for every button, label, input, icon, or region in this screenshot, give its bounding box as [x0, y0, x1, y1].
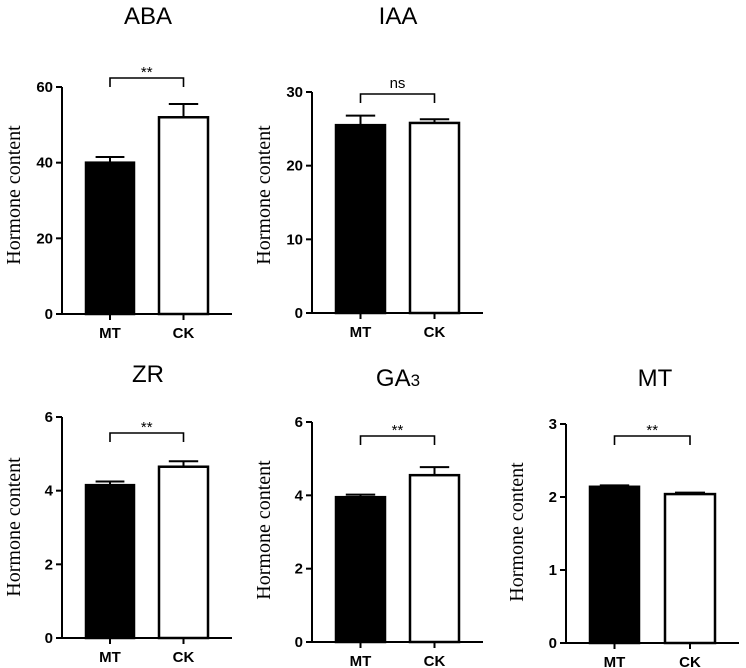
- y-tick-label: 20: [36, 230, 53, 247]
- error-bar: [419, 466, 450, 476]
- error-bar: [168, 103, 199, 118]
- y-tick-label: 6: [295, 414, 303, 431]
- bar-mt: [84, 161, 136, 316]
- error-bar: [599, 484, 630, 487]
- panel-title: MT: [638, 365, 673, 392]
- bar-ck: [663, 492, 717, 645]
- y-axis-label: Hormone content: [253, 125, 275, 265]
- panel-title: IAA: [379, 3, 418, 30]
- x-tick-label: MT: [604, 654, 626, 668]
- y-tick-label: 1: [549, 562, 557, 579]
- y-tick-label: 2: [45, 556, 53, 573]
- x-tick-label: MT: [350, 324, 372, 341]
- y-axis-label: Hormone content: [3, 125, 25, 265]
- significance-label: **: [141, 419, 153, 436]
- panel-zr: ZR Hormone content 0 2 4 6 MT CK **: [3, 361, 232, 666]
- y-tick-label: 0: [45, 630, 53, 647]
- significance-bracket: [109, 77, 185, 87]
- significance-label: **: [646, 422, 658, 439]
- x-tick-label: MT: [99, 325, 121, 342]
- y-axis-label: Hormone content: [506, 462, 528, 602]
- significance-bracket: [359, 435, 436, 445]
- error-bar: [345, 493, 376, 498]
- error-bar: [95, 480, 125, 486]
- significance-label: ns: [390, 75, 406, 92]
- error-bar: [419, 118, 450, 123]
- y-tick-label: 3: [549, 416, 557, 433]
- x-tick-label: MT: [99, 649, 121, 666]
- panel-iaa: IAA Hormone content 0 10 20 30 MT CK ns: [253, 3, 483, 341]
- bar-mt: [334, 123, 387, 315]
- significance-bracket: [613, 435, 691, 445]
- x-tick-label: CK: [173, 649, 195, 666]
- y-tick-label: 40: [36, 155, 53, 172]
- y-tick-label: 4: [45, 483, 54, 500]
- panel-title: ZR: [132, 361, 164, 388]
- error-bar: [675, 491, 705, 495]
- y-axis-label: Hormone content: [253, 460, 275, 600]
- bar-mt: [84, 483, 136, 640]
- panel-title: ABA: [124, 3, 172, 30]
- panel-mt: MT Hormone content 0 1 2 3 MT CK **: [506, 365, 739, 668]
- x-tick-label: CK: [679, 654, 701, 668]
- significance-label: **: [392, 422, 404, 439]
- significance-bracket: [359, 93, 436, 103]
- significance-label: **: [141, 64, 153, 81]
- y-tick-label: 0: [295, 305, 303, 322]
- bar-mt: [588, 485, 641, 645]
- y-tick-label: 2: [295, 561, 303, 578]
- error-bar: [168, 460, 199, 467]
- panel-aba: ABA Hormone content 0 20 40 60 MT CK **: [3, 3, 232, 342]
- bar-ck: [408, 121, 461, 315]
- significance-bracket: [109, 432, 185, 442]
- y-tick-label: 6: [45, 409, 53, 426]
- bar-ck: [157, 465, 210, 640]
- y-tick-label: 4: [295, 487, 304, 504]
- y-tick-label: 30: [286, 84, 303, 101]
- bar-mt: [334, 495, 387, 644]
- y-tick-label: 20: [286, 158, 303, 175]
- bar-ck: [408, 473, 461, 644]
- x-tick-label: CK: [173, 325, 195, 342]
- panel-ga3: GA3 Hormone content 0 2 4 6 MT CK **: [253, 365, 483, 668]
- y-tick-label: 60: [36, 79, 53, 96]
- y-tick-label: 0: [45, 306, 53, 323]
- x-tick-label: MT: [350, 653, 372, 668]
- y-tick-label: 2: [549, 489, 557, 506]
- error-bar: [345, 114, 376, 126]
- y-tick-label: 0: [295, 634, 303, 651]
- x-tick-label: CK: [424, 653, 446, 668]
- bar-ck: [157, 116, 210, 316]
- y-tick-label: 0: [549, 635, 557, 652]
- y-axis-label: Hormone content: [3, 457, 25, 597]
- y-tick-label: 10: [286, 231, 303, 248]
- error-bar: [95, 155, 125, 163]
- x-tick-label: CK: [424, 324, 446, 341]
- panel-title: GA3: [376, 365, 420, 392]
